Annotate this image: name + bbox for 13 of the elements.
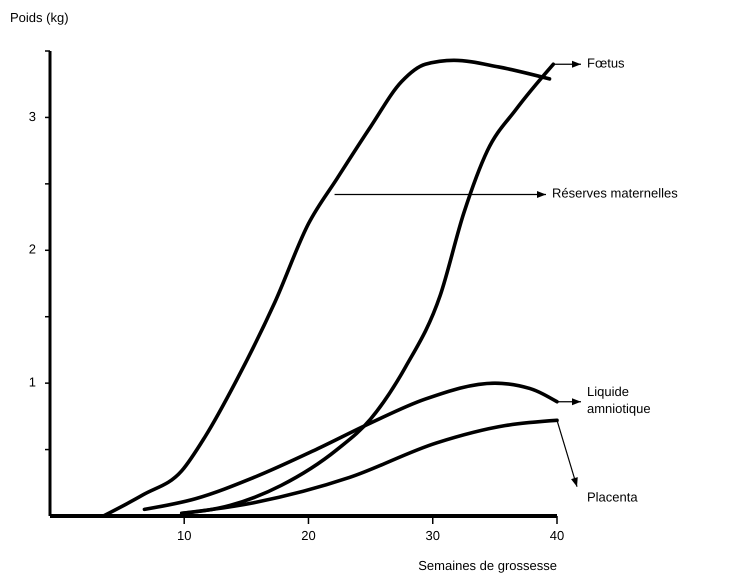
x-tick-label: 30 [426,528,440,543]
y-axis-title: Poids (kg) [10,10,69,25]
annotation: Fœtus [587,56,626,71]
y-tick-label: 1 [28,374,36,390]
y-tick-label: 3 [28,108,36,124]
x-tick-label: 10 [176,528,192,543]
annotation: Réserves maternelles [552,186,678,201]
y-tick-label: 2 [28,242,36,257]
annotation: Liquide amniotique [587,384,651,417]
x-tick-label: 40 [550,528,564,543]
annotation: Placenta [587,490,638,506]
x-tick-label: 20 [301,528,316,543]
x-axis-title: Semaines de grossesse [418,558,557,573]
